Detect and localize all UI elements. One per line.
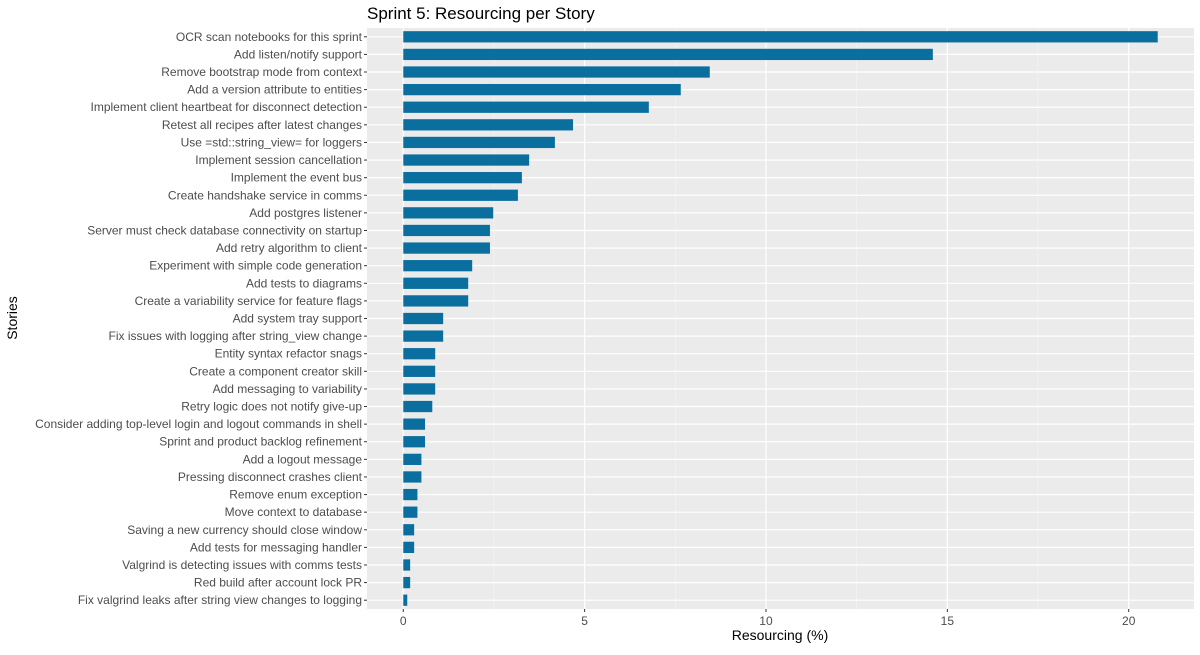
y-tick-label: Remove bootstrap mode from context bbox=[161, 65, 362, 79]
y-tick-label: Fix valgrind leaks after string view cha… bbox=[78, 593, 362, 607]
bar bbox=[403, 295, 469, 307]
y-tick-label: Implement session cancellation bbox=[195, 153, 362, 167]
y-tick-label: Create a variability service for feature… bbox=[135, 294, 362, 308]
bar bbox=[403, 436, 426, 448]
y-tick-label: Implement client heartbeat for disconnec… bbox=[91, 100, 363, 114]
bar bbox=[403, 506, 418, 518]
y-axis-label: Stories bbox=[4, 296, 20, 340]
y-tick-label: Add listen/notify support bbox=[234, 47, 363, 61]
bar bbox=[403, 119, 574, 131]
bar bbox=[403, 400, 433, 413]
y-tick-label: Valgrind is detecting issues with comms … bbox=[122, 558, 362, 572]
y-tick-label: Sprint and product backlog refinement bbox=[159, 435, 362, 449]
y-tick-label: Add tests to diagrams bbox=[246, 276, 362, 290]
bar bbox=[403, 348, 436, 360]
y-tick-label: Implement the event bus bbox=[231, 171, 362, 185]
bar bbox=[403, 101, 649, 113]
bar bbox=[403, 312, 444, 325]
bar bbox=[403, 453, 422, 465]
bar bbox=[403, 31, 1158, 43]
bar bbox=[403, 260, 473, 272]
x-tick-label: 20 bbox=[1122, 614, 1136, 628]
y-tick-label: Remove enum exception bbox=[229, 488, 362, 502]
bar bbox=[403, 524, 415, 536]
y-tick-label: Add postgres listener bbox=[249, 206, 362, 220]
bar bbox=[403, 66, 710, 78]
bar bbox=[403, 541, 415, 554]
bar bbox=[403, 189, 518, 201]
y-tick-label: Add a logout message bbox=[243, 452, 363, 466]
y-tick-label: Fix issues with logging after string_vie… bbox=[109, 329, 363, 343]
x-axis-label: Resourcing (%) bbox=[732, 627, 828, 643]
chart-title: Sprint 5: Resourcing per Story bbox=[367, 4, 595, 23]
x-tick-label: 5 bbox=[581, 614, 588, 628]
y-tick-label: Entity syntax refactor snags bbox=[215, 347, 362, 361]
bar bbox=[403, 242, 490, 254]
y-tick-label: Add messaging to variability bbox=[213, 382, 362, 396]
y-tick-label: Create handshake service in comms bbox=[168, 188, 362, 202]
x-tick-label: 0 bbox=[400, 614, 407, 628]
bar bbox=[403, 471, 422, 483]
bar bbox=[403, 488, 418, 501]
x-tick-label: 10 bbox=[759, 614, 773, 628]
y-tick-label: Use =std::string_view= for loggers bbox=[181, 135, 362, 149]
bar bbox=[403, 576, 411, 589]
y-tick-label: Consider adding top-level login and logo… bbox=[35, 417, 362, 431]
bar bbox=[403, 365, 436, 377]
y-tick-label: Experiment with simple code generation bbox=[149, 259, 362, 273]
bar bbox=[403, 154, 530, 166]
y-tick-label: Create a component creator skill bbox=[189, 364, 362, 378]
y-tick-label: Server must check database connectivity … bbox=[87, 223, 362, 237]
bar bbox=[403, 418, 426, 430]
y-tick-label: OCR scan notebooks for this sprint bbox=[176, 30, 363, 44]
bar bbox=[403, 594, 408, 606]
bar bbox=[403, 330, 444, 342]
bar bbox=[403, 83, 681, 96]
y-tick-label: Add retry algorithm to client bbox=[216, 241, 363, 255]
y-tick-label: Saving a new currency should close windo… bbox=[127, 523, 362, 537]
y-tick-labels: OCR scan notebooks for this sprint Add li… bbox=[35, 30, 367, 607]
bar bbox=[403, 277, 469, 289]
y-tick-label: Add a version attribute to entities bbox=[187, 83, 362, 97]
bar bbox=[403, 224, 490, 237]
x-tick-label: 15 bbox=[941, 614, 955, 628]
bar bbox=[403, 172, 522, 184]
y-tick-label: Move context to database bbox=[225, 505, 363, 519]
bar bbox=[403, 559, 411, 571]
y-tick-label: Retry logic does not notify give-up bbox=[181, 400, 362, 414]
y-tick-label: Add system tray support bbox=[233, 312, 363, 326]
bar bbox=[403, 48, 933, 61]
y-tick-label: Red build after account lock PR bbox=[194, 576, 362, 590]
x-tick-labels: 0 5 10 15 20 bbox=[400, 609, 1136, 628]
bar bbox=[403, 383, 436, 395]
bars bbox=[403, 31, 1158, 606]
y-tick-label: Add tests for messaging handler bbox=[190, 540, 362, 554]
bar bbox=[403, 207, 494, 219]
bar bbox=[403, 136, 555, 149]
y-tick-label: Pressing disconnect crashes client bbox=[178, 470, 363, 484]
y-tick-label: Retest all recipes after latest changes bbox=[162, 118, 362, 132]
